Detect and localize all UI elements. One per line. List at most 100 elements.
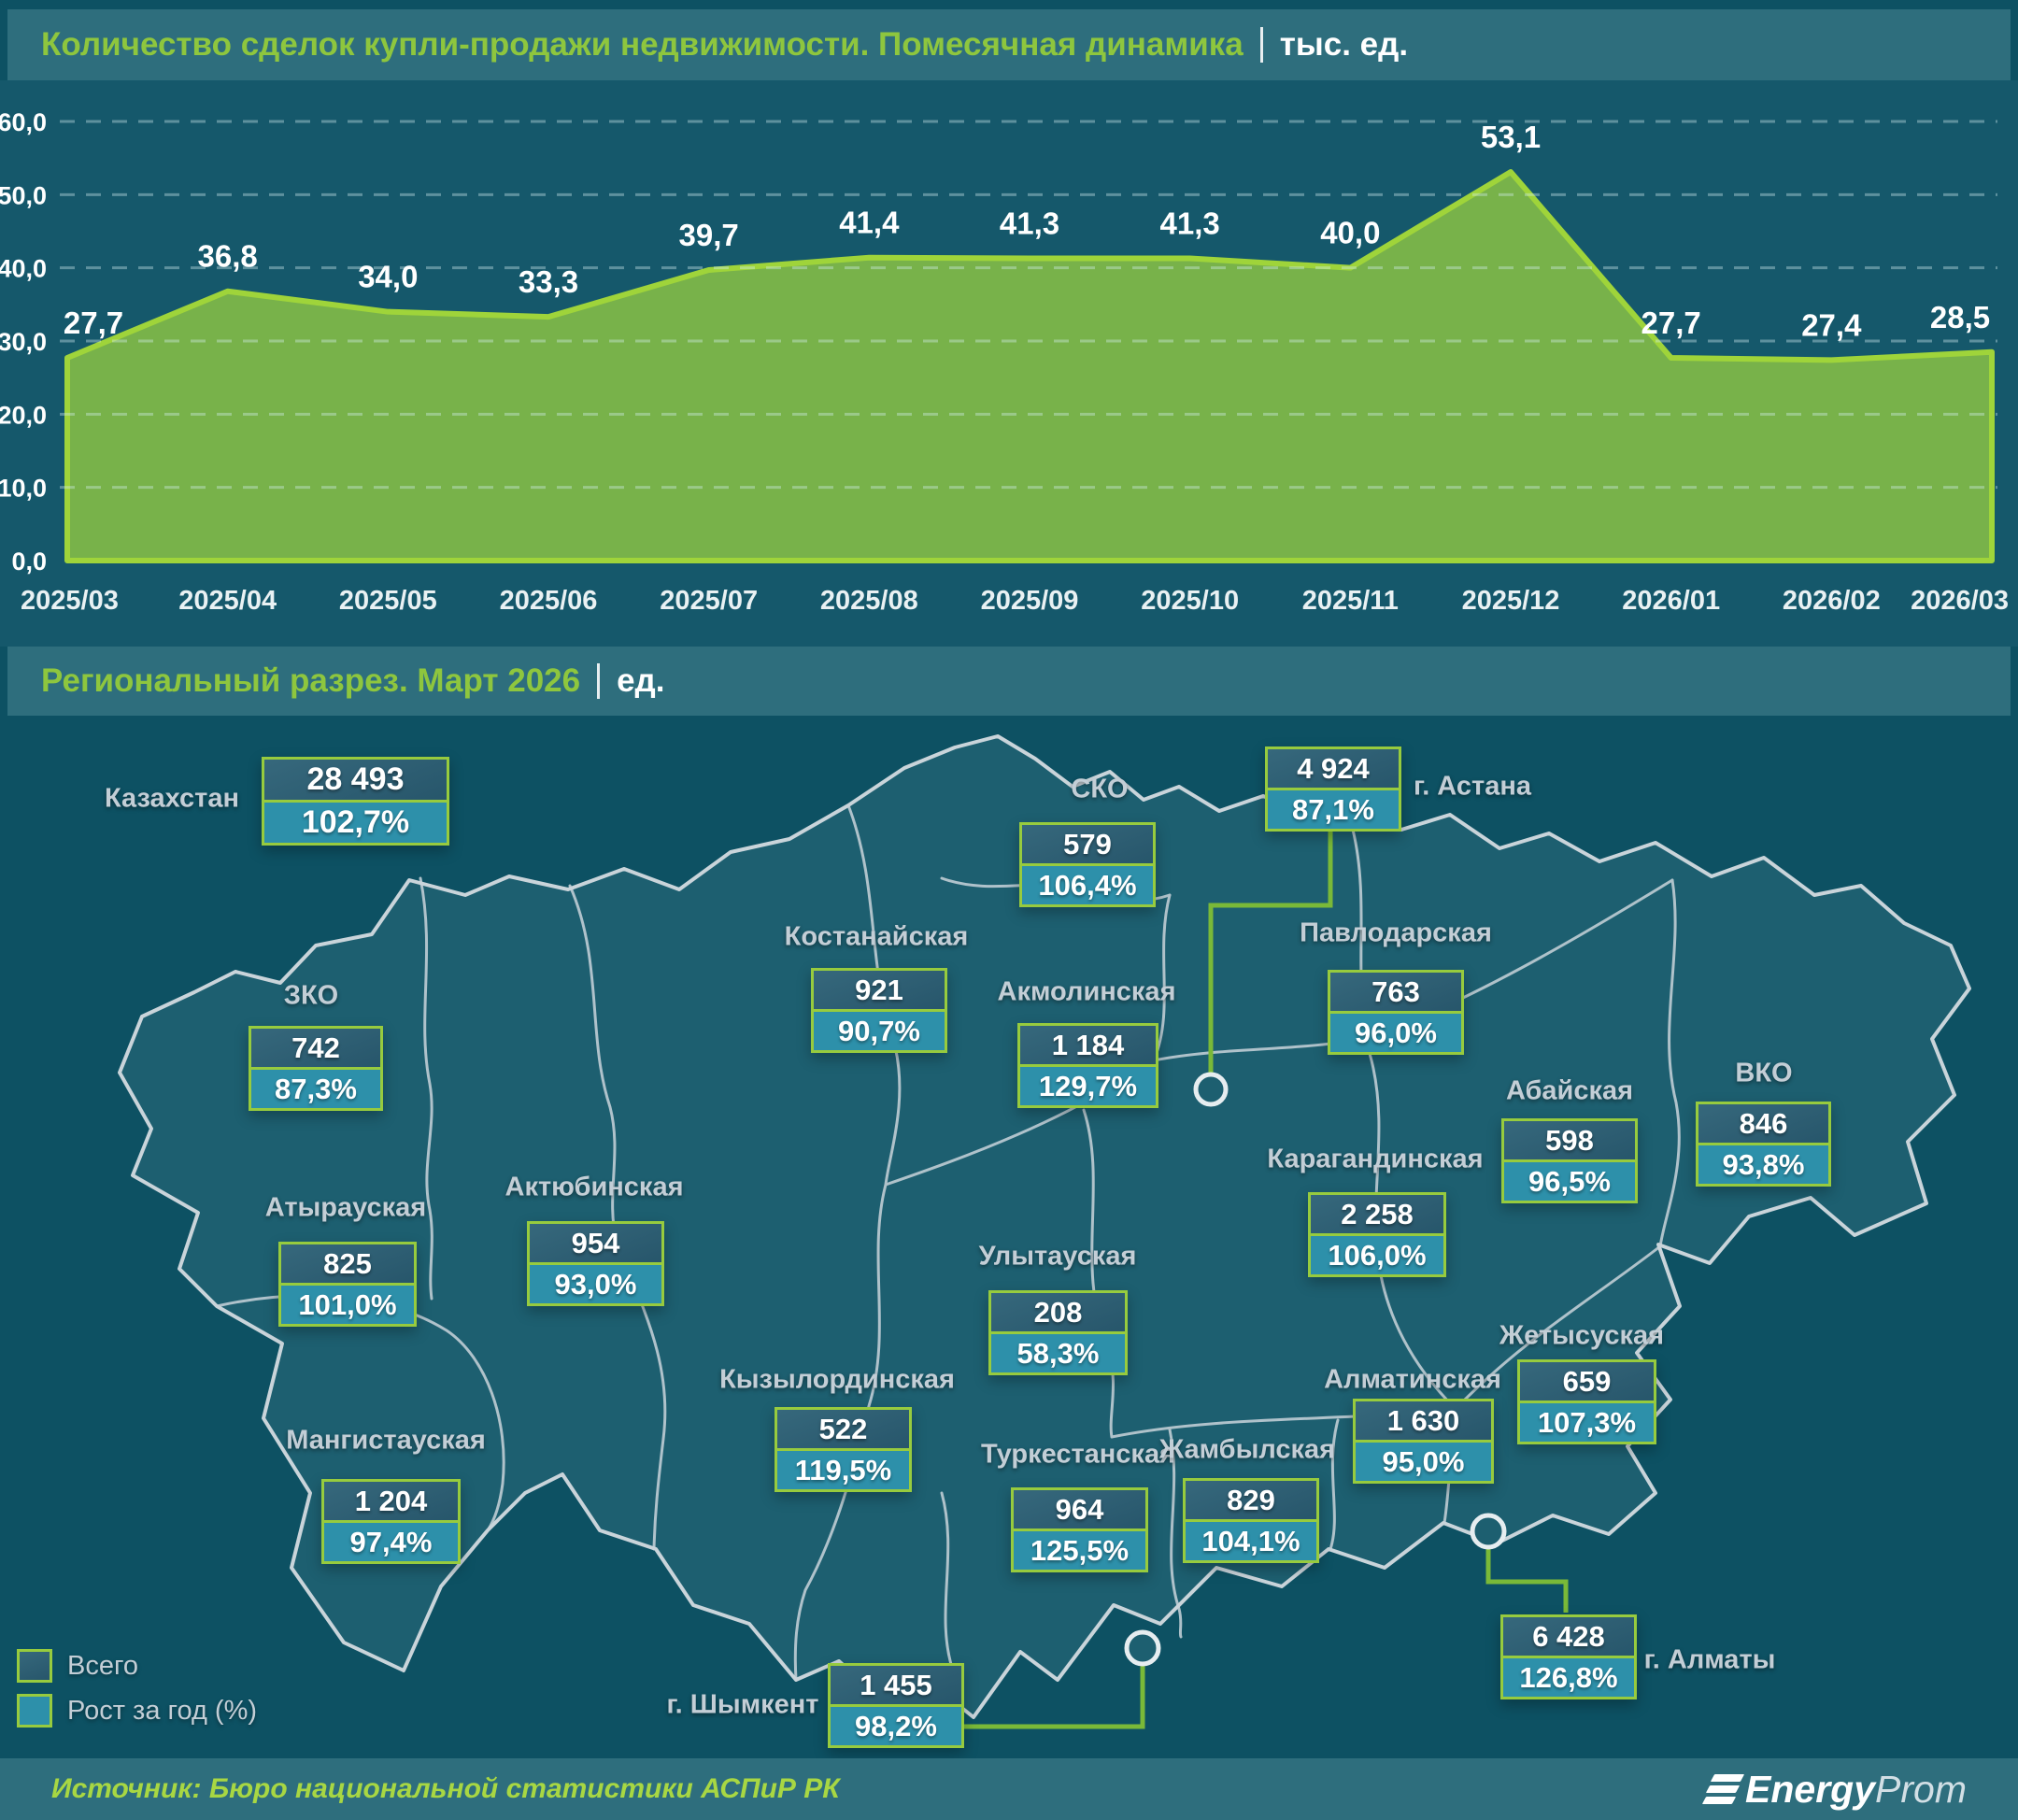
region-growth: 87,3% <box>251 1067 380 1108</box>
region-label-vko: ВКО <box>1735 1058 1793 1088</box>
svg-text:50,0: 50,0 <box>0 181 47 209</box>
svg-text:2025/11: 2025/11 <box>1302 586 1399 616</box>
region-total: 6 428 <box>1503 1617 1634 1656</box>
svg-text:60,0: 60,0 <box>0 108 47 136</box>
region-total: 598 <box>1504 1121 1635 1159</box>
svg-text:34,0: 34,0 <box>358 260 418 294</box>
region-growth: 106,4% <box>1022 863 1153 904</box>
svg-text:2025/12: 2025/12 <box>1462 586 1560 616</box>
region-box-atyrau: 825 101,0% <box>278 1242 417 1327</box>
region-growth: 97,4% <box>324 1520 458 1561</box>
footer-bar: Источник: Бюро национальной статистики А… <box>0 1758 2018 1820</box>
svg-text:2025/08: 2025/08 <box>820 586 918 616</box>
svg-text:2025/10: 2025/10 <box>1141 586 1239 616</box>
country-outline <box>118 734 1971 1719</box>
region-label-kazakhstan: Казахстан <box>104 783 240 814</box>
legend-total-swatch <box>17 1649 52 1683</box>
region-box-zhambyl: 829 104,1% <box>1183 1478 1319 1563</box>
region-growth: 96,0% <box>1330 1011 1461 1052</box>
region-label-zko: ЗКО <box>283 980 339 1011</box>
region-box-kazakhstan: 28 493 102,7% <box>262 757 449 846</box>
svg-text:2026/02: 2026/02 <box>1783 586 1881 616</box>
region-box-kostanay: 921 90,7% <box>811 968 947 1053</box>
region-box-astana: 4 924 87,1% <box>1265 746 1401 832</box>
region-growth: 93,0% <box>530 1262 661 1303</box>
region-box-abay: 598 96,5% <box>1501 1118 1638 1203</box>
region-total: 742 <box>251 1029 380 1067</box>
region-box-ulytau: 208 58,3% <box>988 1290 1128 1375</box>
region-growth: 125,5% <box>1014 1529 1145 1570</box>
legend-growth-label: Рост за год (%) <box>67 1695 258 1726</box>
svg-text:2026/01: 2026/01 <box>1622 586 1720 616</box>
region-label-sko: СКО <box>1071 774 1129 804</box>
svg-text:2025/09: 2025/09 <box>981 586 1079 616</box>
region-total: 846 <box>1698 1104 1828 1143</box>
region-label-karaganda: Карагандинская <box>1267 1144 1484 1174</box>
region-total: 208 <box>991 1293 1125 1331</box>
almaty-marker <box>1470 1513 1507 1550</box>
logo-text-prom: Prom <box>1875 1767 1967 1811</box>
region-growth: 102,7% <box>264 800 447 843</box>
region-box-karaganda: 2 258 106,0% <box>1308 1192 1446 1277</box>
region-label-turkestan: Туркестанская <box>981 1439 1175 1470</box>
astana-marker <box>1193 1072 1229 1107</box>
region-box-sko: 579 106,4% <box>1019 822 1156 907</box>
region-label-almaty-city: г. Алматы <box>1643 1644 1776 1675</box>
region-label-pavlodar: Павлодарская <box>1300 917 1492 948</box>
svg-text:30,0: 30,0 <box>0 328 47 356</box>
region-label-zhetysu: Жетысуская <box>1499 1320 1665 1351</box>
region-total: 921 <box>814 971 945 1009</box>
region-box-zko: 742 87,3% <box>249 1026 383 1111</box>
region-box-mangystau: 1 204 97,4% <box>321 1479 461 1564</box>
map-title: Региональный разрез. Март 2026 <box>41 662 581 699</box>
region-box-akmola: 1 184 129,7% <box>1017 1023 1158 1108</box>
svg-text:2026/03: 2026/03 <box>1911 586 2009 616</box>
region-box-turkestan: 964 125,5% <box>1011 1487 1148 1572</box>
region-total: 1 630 <box>1356 1401 1491 1440</box>
svg-text:41,3: 41,3 <box>1000 206 1059 240</box>
region-label-zhambyl: Жамбылская <box>1158 1434 1336 1465</box>
region-box-vko: 846 93,8% <box>1696 1102 1831 1187</box>
chart-unit: тыс. ед. <box>1279 26 1409 63</box>
region-total: 2 258 <box>1311 1195 1443 1233</box>
region-box-zhetysu: 659 107,3% <box>1517 1359 1656 1444</box>
svg-text:33,3: 33,3 <box>519 264 578 299</box>
region-growth: 96,5% <box>1504 1159 1635 1201</box>
region-label-mangystau: Мангистауская <box>286 1425 486 1456</box>
svg-text:36,8: 36,8 <box>198 239 258 274</box>
region-label-akmola: Акмолинская <box>997 976 1176 1007</box>
svg-text:41,3: 41,3 <box>1160 206 1220 240</box>
legend-item-growth: Рост за год (%) <box>17 1694 257 1728</box>
region-box-shymkent: 1 455 98,2% <box>828 1663 964 1748</box>
region-box-pavlodar: 763 96,0% <box>1328 970 1464 1055</box>
region-total: 4 924 <box>1268 749 1399 788</box>
legend-growth-swatch <box>17 1694 52 1728</box>
region-label-atyrau: Атырауская <box>264 1192 427 1223</box>
svg-text:27,4: 27,4 <box>1801 307 1862 342</box>
svg-text:28,5: 28,5 <box>1930 300 1990 334</box>
map-title-bar: Региональный разрез. Март 2026 ед. <box>7 647 2011 716</box>
region-total: 954 <box>530 1224 661 1262</box>
region-total: 763 <box>1330 973 1461 1011</box>
region-label-shymkent: г. Шымкент <box>666 1689 819 1720</box>
region-growth: 107,3% <box>1520 1401 1654 1442</box>
svg-text:10,0: 10,0 <box>0 475 47 503</box>
svg-text:41,4: 41,4 <box>839 206 900 240</box>
svg-text:39,7: 39,7 <box>679 218 739 252</box>
region-box-kyzylorda: 522 119,5% <box>775 1407 912 1492</box>
region-total: 1 184 <box>1020 1026 1156 1064</box>
region-growth: 119,5% <box>777 1448 909 1489</box>
region-total: 1 455 <box>831 1666 961 1704</box>
svg-text:27,7: 27,7 <box>1641 306 1701 340</box>
region-growth: 93,8% <box>1698 1143 1828 1184</box>
legend-item-total: Всего <box>17 1649 138 1683</box>
svg-text:2025/04: 2025/04 <box>178 586 277 616</box>
energyprom-logo-icon <box>1701 1772 1745 1806</box>
region-label-abay: Абайская <box>1505 1075 1634 1106</box>
region-growth: 106,0% <box>1311 1233 1443 1274</box>
region-growth: 90,7% <box>814 1009 945 1050</box>
callout-connectors <box>959 831 1569 1729</box>
region-box-almaty-city: 6 428 126,8% <box>1500 1614 1637 1699</box>
svg-text:40,0: 40,0 <box>1320 216 1380 250</box>
